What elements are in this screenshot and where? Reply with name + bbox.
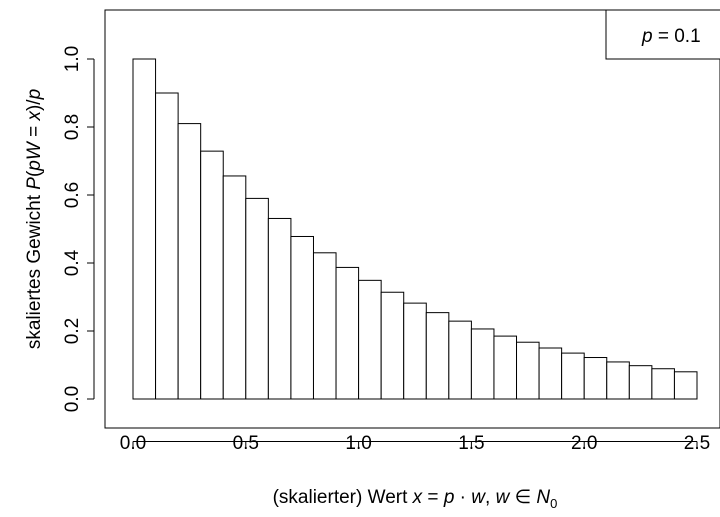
bar bbox=[538, 347, 563, 400]
bar bbox=[673, 371, 698, 400]
bar bbox=[200, 150, 224, 400]
legend-box bbox=[605, 9, 720, 60]
bar bbox=[606, 361, 630, 400]
legend: p = 0.1 bbox=[605, 9, 720, 60]
bar bbox=[245, 197, 269, 400]
x-tick-label: 1.0 bbox=[345, 433, 371, 454]
x-axis-title: (skalierter) Wert x = p · w, w ∈ N0 bbox=[273, 487, 558, 511]
x-tick-label: 0.0 bbox=[120, 433, 146, 454]
bar bbox=[425, 312, 450, 400]
bar bbox=[651, 368, 675, 400]
y-tick-label: 0.6 bbox=[62, 182, 83, 208]
bar bbox=[403, 302, 427, 400]
bar bbox=[222, 175, 247, 400]
y-tick-label: 0.8 bbox=[62, 114, 83, 140]
bar bbox=[493, 335, 518, 400]
x-tick-label: 2.5 bbox=[684, 433, 710, 454]
bar bbox=[290, 235, 314, 400]
x-tick-label: 0.5 bbox=[233, 433, 259, 454]
y-tick-label: 0.2 bbox=[62, 318, 83, 344]
bar bbox=[358, 279, 382, 400]
x-axis: 0.0 0.5 1.0 1.5 2.0 2.5 bbox=[120, 433, 710, 454]
x-tick-label: 2.0 bbox=[571, 433, 597, 454]
legend-text: p = 0.1 bbox=[641, 26, 701, 47]
bar bbox=[177, 123, 202, 400]
plot-frame bbox=[104, 9, 720, 429]
x-tick-label: 1.5 bbox=[458, 433, 484, 454]
bar bbox=[561, 352, 585, 400]
bar bbox=[516, 341, 540, 400]
bar bbox=[312, 252, 337, 400]
bar bbox=[267, 217, 292, 400]
bar bbox=[583, 357, 608, 400]
bar bbox=[132, 58, 157, 400]
y-tick-label: 1.0 bbox=[62, 46, 83, 72]
y-tick-label: 0.4 bbox=[62, 249, 83, 276]
y-axis-title: skaliertes Gewicht P(pW = x)/p bbox=[24, 89, 45, 349]
bar bbox=[380, 291, 405, 400]
bars bbox=[132, 58, 698, 400]
y-axis: 0.0 0.2 0.4 0.6 0.8 1.0 bbox=[62, 46, 95, 412]
y-tick-label: 0.0 bbox=[62, 386, 83, 412]
bar bbox=[448, 320, 472, 400]
bar bbox=[470, 328, 495, 400]
bar bbox=[335, 266, 360, 400]
bar bbox=[628, 365, 653, 400]
bar bbox=[155, 92, 179, 400]
